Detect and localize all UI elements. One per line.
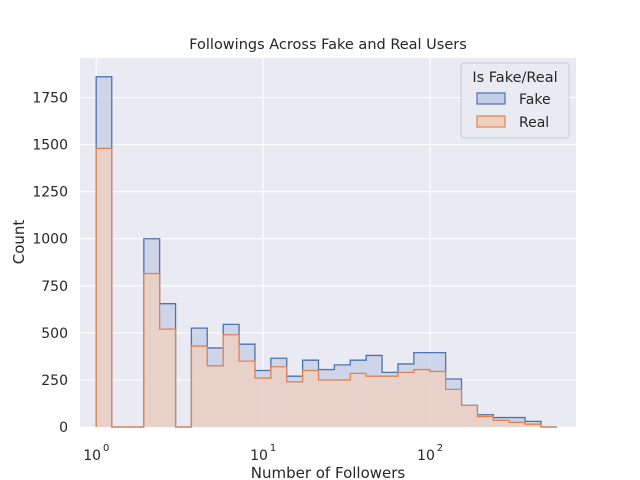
bar-real: [239, 361, 255, 427]
bar-real: [493, 420, 510, 427]
outline-real: [95, 147, 557, 428]
x-tick-exponent: 1: [270, 443, 276, 454]
bar-real: [509, 422, 526, 427]
legend-swatch-fake: [476, 92, 506, 105]
histogram-bars: [95, 76, 557, 428]
legend-swatch-real: [476, 115, 506, 128]
bar-real: [477, 416, 494, 427]
bar-real: [318, 379, 335, 427]
bar-real: [286, 381, 303, 427]
bar-real: [254, 378, 271, 427]
y-tick-label: 1750: [32, 91, 68, 107]
bar-real: [207, 365, 224, 427]
x-tick-exponent: 2: [437, 443, 443, 454]
bar-real: [96, 148, 112, 427]
y-tick-label: 1250: [32, 185, 68, 201]
x-axis-ticks: 10 0 10 1 10 2: [83, 443, 443, 464]
bar-real: [413, 369, 430, 427]
x-axis-label: Number of Followers: [251, 464, 406, 480]
x-tick-exponent: 0: [103, 443, 109, 454]
bar-real: [334, 379, 351, 427]
y-tick-label: 250: [41, 373, 68, 389]
bar-real: [270, 366, 287, 427]
bar-real: [302, 370, 319, 427]
bar-real: [461, 405, 478, 427]
bar-real: [143, 273, 160, 427]
chart-title: Followings Across Fake and Real Users: [189, 37, 467, 53]
bar-real: [366, 376, 383, 427]
bar-real: [350, 373, 367, 427]
y-tick-label: 1500: [32, 138, 68, 154]
bar-real: [397, 372, 414, 427]
bar-real: [382, 376, 398, 427]
series-real: [95, 147, 557, 428]
y-axis-ticks: 0 250 500 750 1000 1250 1500 1750: [32, 91, 68, 436]
bar-real: [191, 346, 208, 427]
bar-real: [159, 329, 176, 427]
y-tick-label: 0: [59, 420, 68, 436]
x-tick-label: 10: [417, 448, 435, 464]
x-tick-label: 10: [250, 448, 268, 464]
bar-real: [223, 334, 240, 427]
bar-real: [445, 389, 462, 427]
y-tick-label: 1000: [32, 232, 68, 248]
bar-real: [525, 424, 541, 427]
y-tick-label: 750: [41, 279, 68, 295]
legend-label-real: Real: [519, 115, 549, 131]
bar-real: [429, 371, 446, 427]
y-axis-label: Count: [10, 220, 28, 265]
y-tick-label: 500: [41, 326, 68, 342]
x-tick-label: 10: [83, 448, 101, 464]
legend-title: Is Fake/Real: [472, 70, 557, 86]
legend: Is Fake/Real Fake Real: [460, 62, 570, 139]
legend-label-fake: Fake: [519, 92, 551, 108]
